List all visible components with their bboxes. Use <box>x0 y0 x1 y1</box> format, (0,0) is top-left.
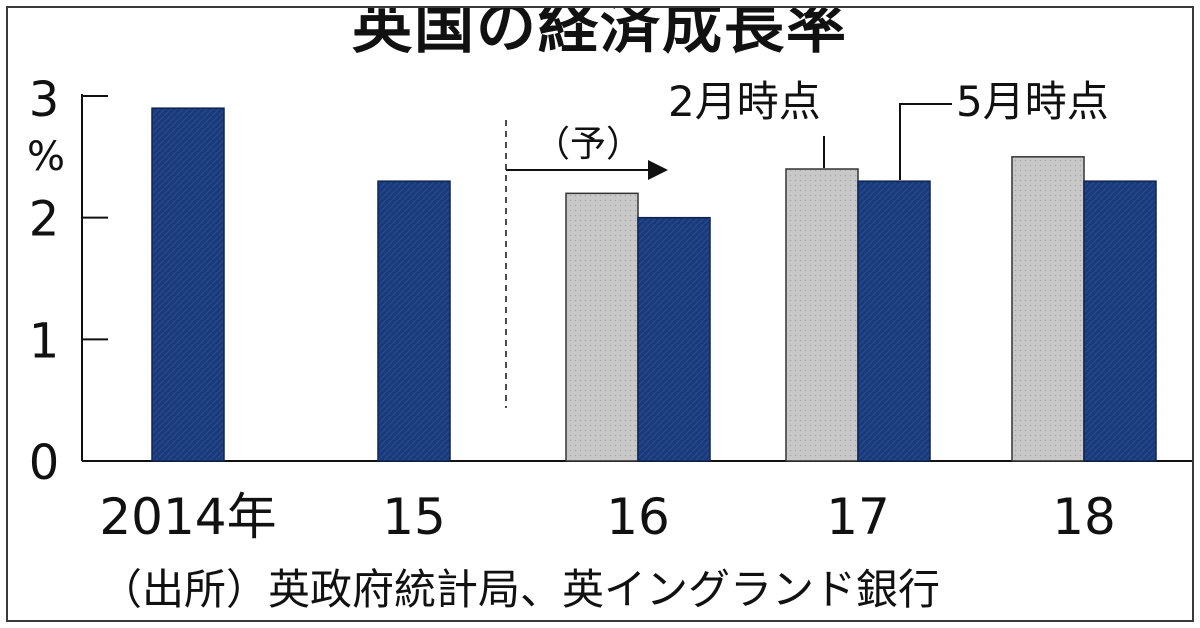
y-tick-label-1: 1 <box>29 313 60 369</box>
y-tick-label-0: 0 <box>29 435 60 491</box>
x-tick-label-0: 2014年 <box>99 488 276 546</box>
y-tick-label-2: 2 <box>29 192 60 248</box>
chart-frame: 英国の経済成長率 0 1 2 3 % （予） 2月時点 5月時点 2014年 <box>6 6 1194 622</box>
bar-may-4 <box>1083 180 1157 462</box>
x-tick-label-3: 17 <box>826 488 890 546</box>
bar-may-1 <box>377 180 451 462</box>
bar-feb-3 <box>785 168 859 462</box>
y-axis-unit-label: % <box>27 134 65 180</box>
bar-chart: 0 1 2 3 % （予） 2月時点 5月時点 2014年 15 16 17 18 <box>27 72 1192 546</box>
x-tick-label-2: 16 <box>606 488 670 546</box>
bar-feb-2 <box>565 192 639 462</box>
legend-label-may: 5月時点 <box>956 77 1109 126</box>
x-tick-label-4: 18 <box>1052 488 1116 546</box>
y-tick-label-3: 3 <box>29 72 60 128</box>
bar-may-3 <box>857 180 931 462</box>
chart-title: 英国の経済成長率 <box>352 6 848 62</box>
forecast-label: （予） <box>534 124 642 165</box>
bar-may-0 <box>151 107 225 462</box>
legend-leader-may <box>899 103 952 180</box>
x-tick-label-1: 15 <box>382 488 446 546</box>
bar-feb-4 <box>1011 156 1085 462</box>
source-note: （出所）英政府統計局、英イングランド銀行 <box>100 565 941 614</box>
bar-may-2 <box>637 216 711 462</box>
legend-label-feb: 2月時点 <box>668 77 821 126</box>
